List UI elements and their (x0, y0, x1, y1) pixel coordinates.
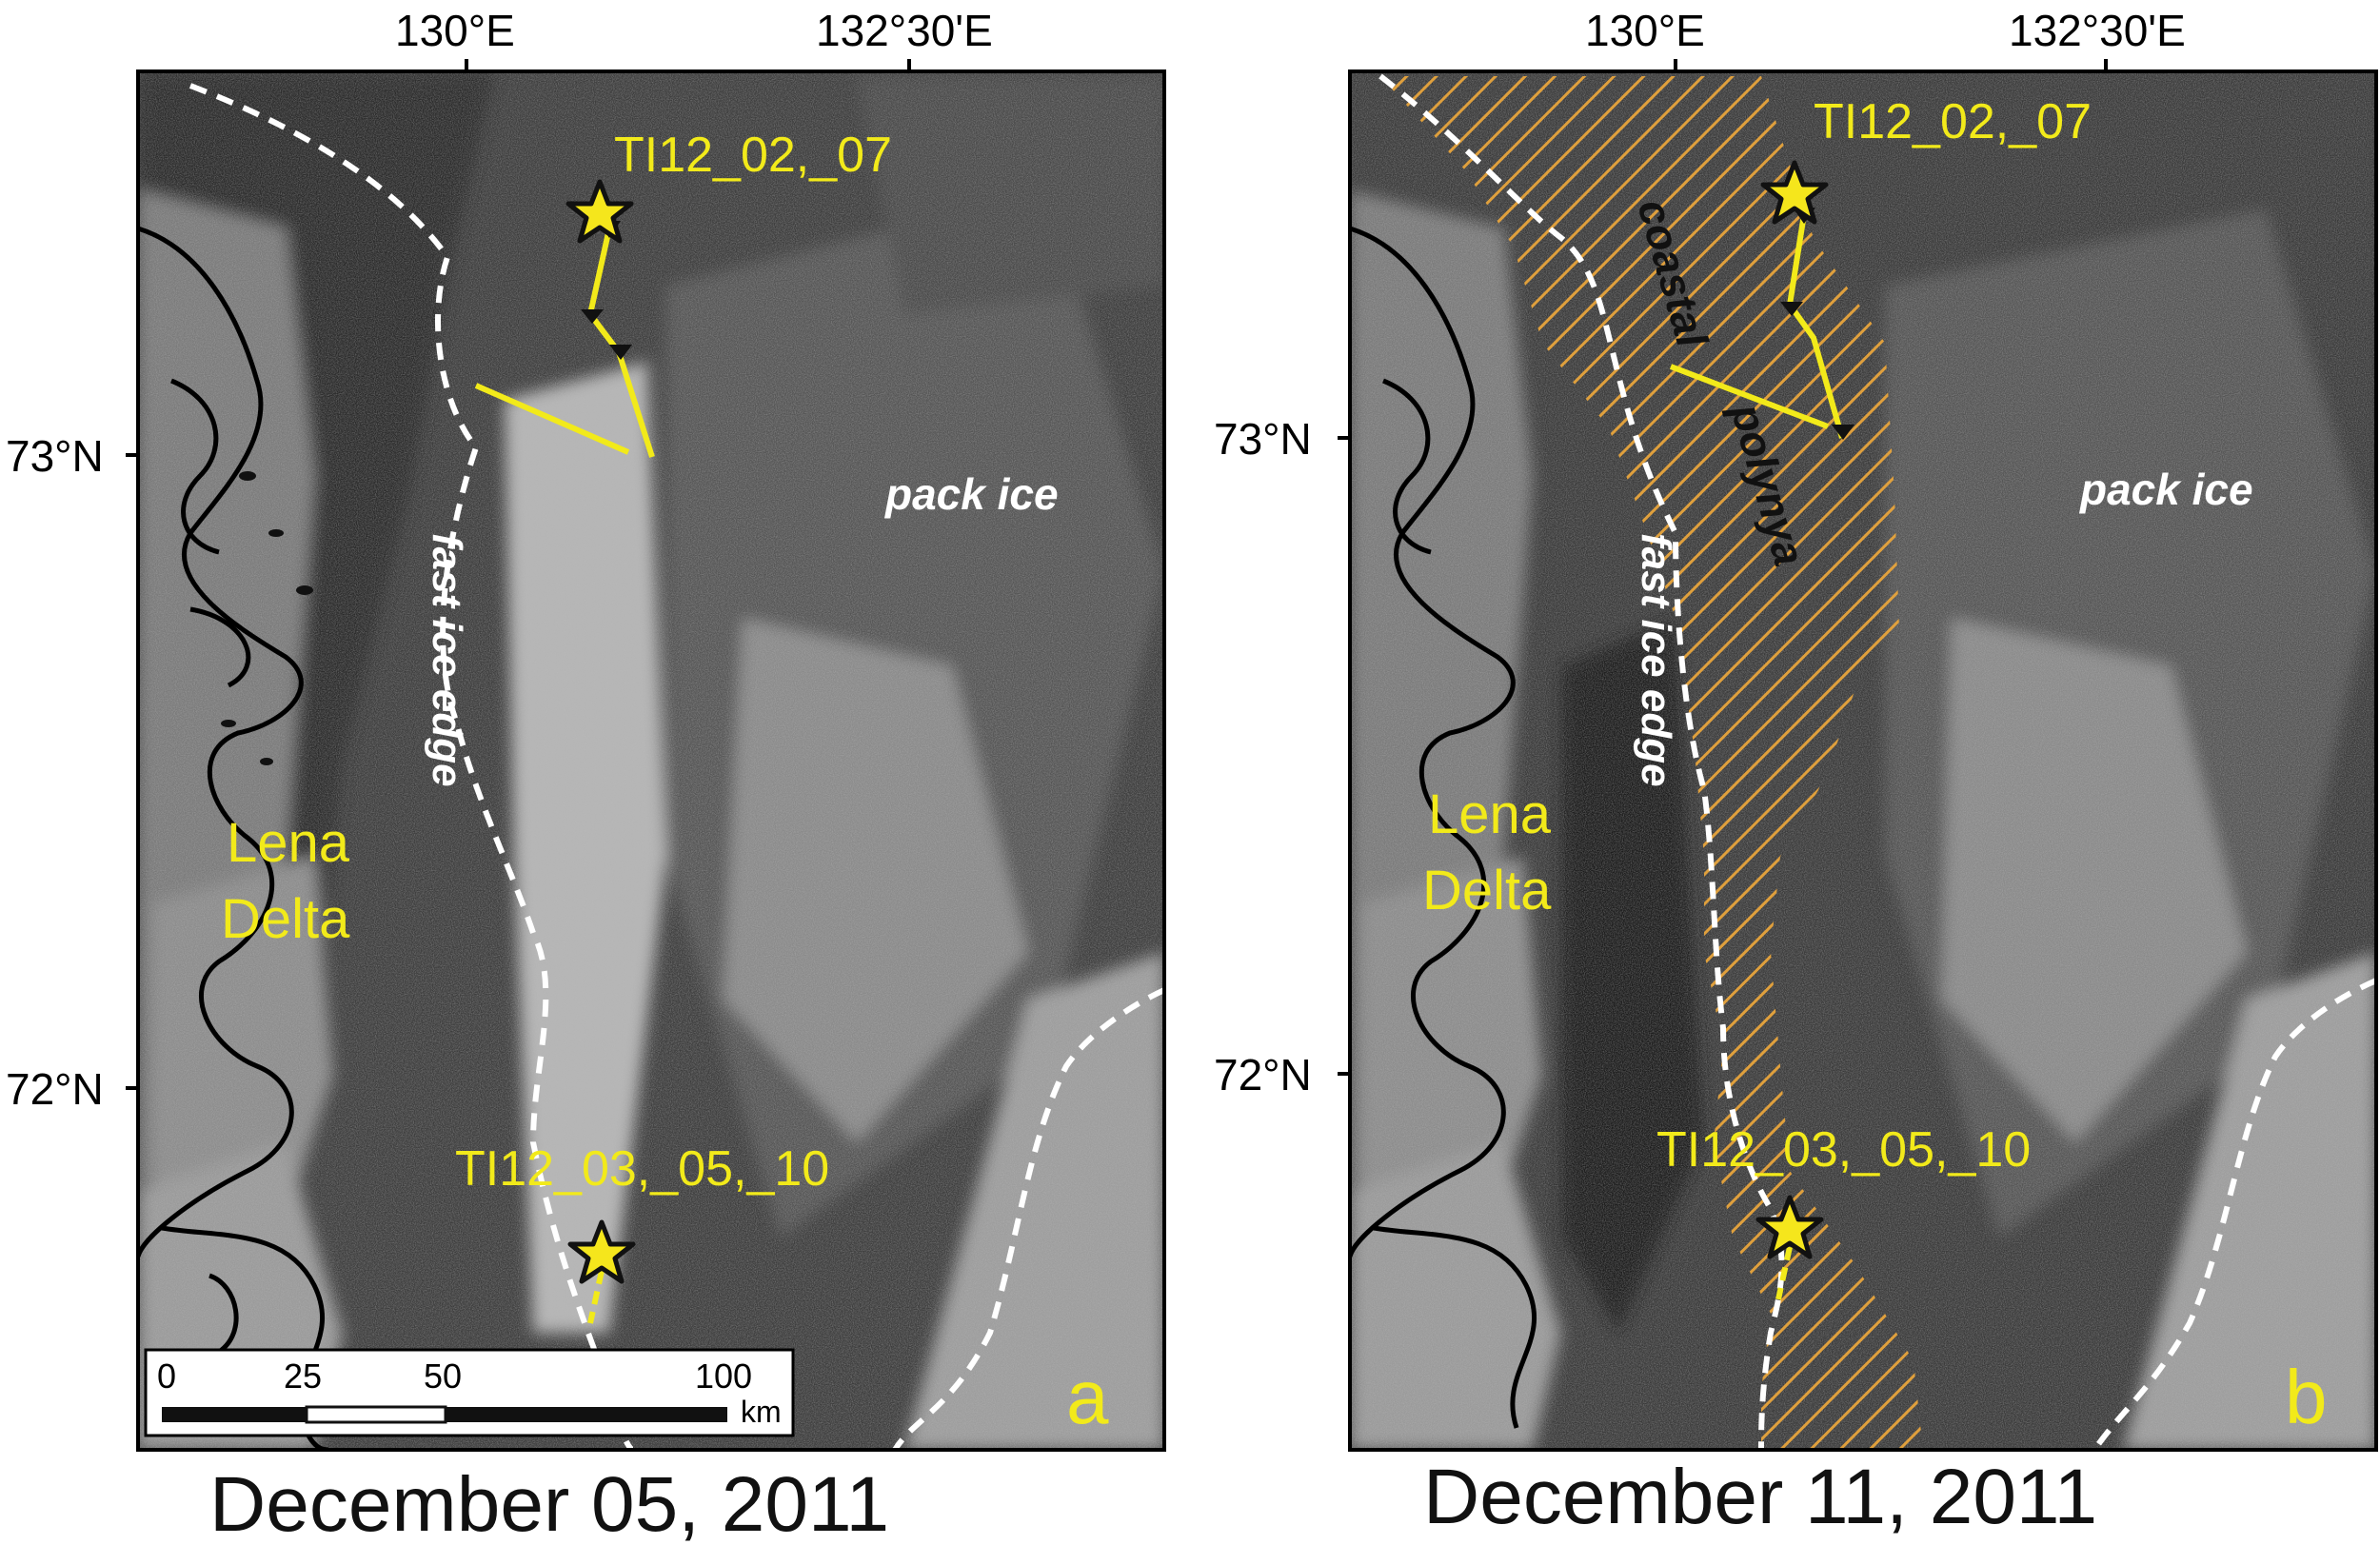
lon-label-13230e: 132°30'E (816, 6, 993, 55)
panel-letter-a: a (1066, 1355, 1109, 1439)
scale-tick-25: 25 (284, 1357, 322, 1396)
station-north-label: TI12_02,_07 (614, 128, 892, 183)
panel-a: TI12_02,_07 TI12_03,_05,_10 Lena Delta p… (6, 6, 1166, 1545)
station-south-label: TI12_03,_05,_10 (455, 1141, 829, 1197)
region-label-line1: Lena (227, 812, 350, 874)
lat-label-73n: 73°N (6, 431, 104, 481)
panel-letter-b: b (2285, 1355, 2328, 1439)
lon-label-130e: 130°E (395, 6, 515, 55)
coastal-polynya-area (1380, 76, 1923, 1450)
lon-label-13230e: 132°30'E (2009, 6, 2186, 55)
fast-ice-edge-line-east (892, 987, 1164, 1450)
fast-ice-edge-line-east (2092, 978, 2376, 1450)
scale-bar: 0 25 50 100 km (144, 1348, 795, 1437)
scale-tick-50: 50 (424, 1357, 462, 1396)
panel-a-sar-image: TI12_02,_07 TI12_03,_05,_10 Lena Delta p… (138, 71, 1164, 1450)
pack-ice-label: pack ice (2078, 465, 2253, 514)
scale-unit: km (741, 1395, 782, 1429)
scale-tick-100: 100 (695, 1357, 752, 1396)
caption-b: December 11, 2011 (1423, 1454, 2097, 1540)
panel-b: TI12_02,_07 TI12_03,_05,_10 Lena Delta p… (1214, 6, 2378, 1540)
fast-ice-label: fast ice edge (1633, 533, 1679, 787)
transect-south (587, 1270, 605, 1324)
panel-b-sar-image: TI12_02,_07 TI12_03,_05,_10 Lena Delta p… (1350, 71, 2376, 1450)
lat-label-73n: 73°N (1214, 414, 1312, 464)
region-label-line2: Delta (1422, 860, 1552, 921)
lat-label-72n: 72°N (6, 1064, 104, 1114)
fast-ice-edge-line (1378, 73, 1785, 1450)
caption-a: December 05, 2011 (209, 1461, 889, 1545)
transect-south (1775, 1246, 1793, 1300)
region-label-line2: Delta (221, 888, 350, 950)
fast-ice-label: fast ice edge (424, 533, 470, 787)
lon-label-130e: 130°E (1585, 6, 1705, 55)
region-label-line1: Lena (1428, 783, 1552, 845)
scale-tick-0: 0 (157, 1357, 176, 1396)
transect-north (1669, 213, 1845, 439)
transect-north (474, 228, 655, 458)
station-south-label: TI12_03,_05,_10 (1656, 1122, 2031, 1178)
station-north-label: TI12_02,_07 (1814, 94, 2092, 149)
fast-ice-edge-line (188, 83, 635, 1450)
pack-ice-label: pack ice (883, 469, 1059, 519)
lat-label-72n: 72°N (1214, 1050, 1312, 1099)
